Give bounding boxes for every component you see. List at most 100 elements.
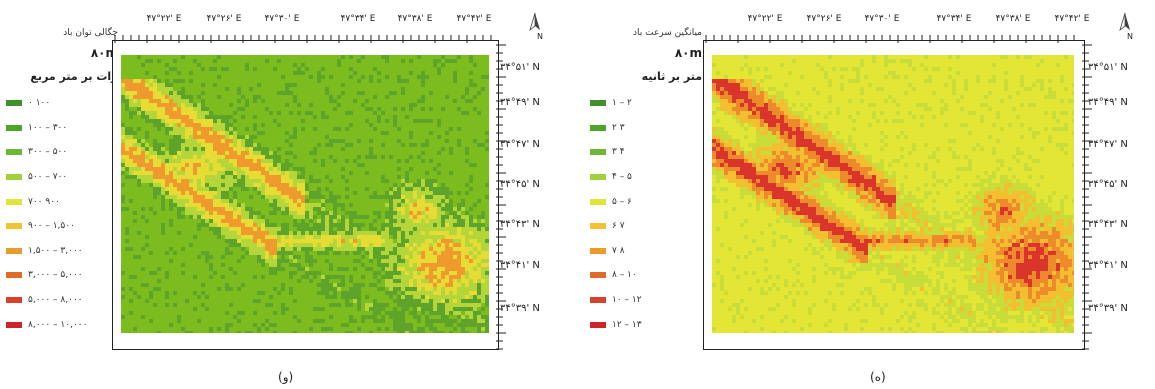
north-label: N [537,32,543,41]
legend-height: ۸۰m [90,46,118,60]
legend-label: ۷۰۰ ۹۰۰ [28,196,60,207]
legend-swatch [590,247,606,254]
legend-swatch [590,297,606,304]
longitude-label: ۴۷°۲۶' E [806,14,842,24]
legend-label: ۰ ۱۰۰ [28,98,51,109]
legend-swatch [6,247,22,254]
wind-power-raster-map [121,55,489,333]
latitude-label: ۳۴°۴۵' N [1088,179,1128,190]
panel-wind-power-density: چگالی توان باد ۸۰m وات بر متر مربع ۰ ۱۰۰… [6,12,543,384]
latitude-label: ۳۴°۵۱' N [1088,62,1128,73]
legend-item: ۸ – ۱۰ [590,263,702,288]
legend-label: ۲ ۳ [612,122,625,133]
north-label: N [1127,32,1133,41]
legend-label: ۳ ۴ [612,147,625,158]
legend-item: ۷ ۸ [590,239,702,264]
legend-label: ۱ – ۲ [612,98,632,109]
latitude-label: ۳۴°۴۱' N [500,260,540,271]
legend-label: ۳,۰۰۰ – ۵,۰۰۰ [28,270,83,281]
legend-item: ۹۰۰ – ۱,۵۰۰ [6,214,118,239]
legend-label: ۷ ۸ [612,245,625,256]
legend-swatch [590,100,606,107]
north-arrow-icon: N [528,12,543,41]
longitude-label: ۴۷°۳۸' E [397,14,433,24]
panel-mean-wind-speed: میانگین سرعت باد ۸۰m متر بر ثانیه ۱ – ۲ ۲… [580,0,1155,389]
legend-swatch [6,321,22,328]
legend-unit: وات بر متر مربع [30,70,118,83]
longitude-label: ۴۷°۳۴' E [340,14,376,24]
legend-swatch [590,174,606,181]
legend-label: ۵,۰۰۰ – ۸,۰۰۰ [28,295,83,306]
latitude-label: ۳۴°۴۳' N [500,219,540,230]
latitude-label: ۳۴°۴۷' N [1088,139,1128,150]
legend-item: ۵,۰۰۰ – ۸,۰۰۰ [6,288,118,313]
legend-item: ۴ – ۵ [590,165,702,190]
legend-swatch [6,124,22,131]
legend-label: ۱۰ – ۱۲ [612,295,642,306]
legend-unit: متر بر ثانیه [641,70,702,83]
legend-swatch [590,321,606,328]
legend-swatch [590,272,606,279]
legend-items: ۱ – ۲ ۲ ۳ ۳ ۴ ۴ – ۵ ۵ – ۶ ۶ ۷ ۷ ۸ ۸ – ۱۰ ۱۰ – ۱۲… [590,91,702,337]
legend-item: ۵۰۰ – ۷۰۰ [6,165,118,190]
legend-item: ۲ ۳ [590,116,702,141]
legend-swatch [6,297,22,304]
legend-swatch [6,149,22,156]
legend-label: ۳۰۰ – ۵۰۰ [28,147,68,158]
legend-swatch [6,198,22,205]
legend-label: ۸ – ۱۰ [612,270,637,281]
latitude-label: ۳۴°۳۹' N [1088,303,1128,314]
legend-item: ۱,۵۰۰ – ۳,۰۰۰ [6,239,118,264]
legend-label: ۹۰۰ – ۱,۵۰۰ [28,221,75,232]
legend-swatch [6,272,22,279]
longitude-label: ۴۷°۴۲' E [1054,14,1090,24]
legend-item: ۵ – ۶ [590,189,702,214]
latitude-label: ۳۴°۵۱' N [500,62,540,73]
longitude-label: ۴۷°۴۲' E [456,14,492,24]
panel-caption: (و) [278,370,294,384]
legend: چگالی توان باد ۸۰m وات بر متر مربع ۰ ۱۰۰… [6,28,118,337]
legend-swatch [6,174,22,181]
panel-caption: (ه) [870,370,886,384]
legend-swatch [590,124,606,131]
legend-item: ۱۰۰ – ۳۰۰ [6,116,118,141]
legend: میانگین سرعت باد ۸۰m متر بر ثانیه ۱ – ۲ ۲… [590,28,702,337]
latitude-label: ۳۴°۴۹' N [1088,97,1128,108]
legend-swatch [6,223,22,230]
map-frame [112,35,506,350]
latitude-label: ۳۴°۳۹' N [500,303,540,314]
latitude-label: ۳۴°۴۷' N [500,139,540,150]
legend-label: ۱۰۰ – ۳۰۰ [28,122,68,133]
latitude-label: ۳۴°۴۱' N [1088,260,1128,271]
map-neatline-ticks [114,35,506,350]
legend-items: ۰ ۱۰۰ ۱۰۰ – ۳۰۰ ۳۰۰ – ۵۰۰ ۵۰۰ – ۷۰۰ ۷۰۰ ۹۰۰ ۹… [6,91,118,337]
longitude-label: ۴۷°۲۲' E [747,14,783,24]
north-arrow-glyph [1119,12,1130,32]
legend-label: ۱۲ – ۱۳ [612,319,642,330]
latitude-label: ۳۴°۴۵' N [500,179,540,190]
legend-title: چگالی توان باد [63,28,118,38]
legend-item: ۳,۰۰۰ – ۵,۰۰۰ [6,263,118,288]
legend-swatch [590,223,606,230]
legend-item: ۸,۰۰۰ – ۱۰,۰۰۰ [6,312,118,337]
north-arrow-icon: N [1118,12,1133,41]
legend-item: ۱ – ۲ [590,91,702,116]
legend-item: ۱۲ – ۱۳ [590,312,702,337]
legend-swatch [590,149,606,156]
legend-item: ۰ ۱۰۰ [6,91,118,116]
map-frame [703,35,1092,350]
legend-label: ۵۰۰ – ۷۰۰ [28,172,68,183]
legend-item: ۶ ۷ [590,214,702,239]
longitude-label: ۴۷°۳۴' E [936,14,972,24]
legend-swatch [590,198,606,205]
legend-label: ۴ – ۵ [612,172,632,183]
longitude-label: ۴۷°۳۰' E [264,14,300,24]
longitude-label: ۴۷°۳۰' E [864,14,900,24]
latitude-label: ۳۴°۴۹' N [500,97,540,108]
legend-label: ۶ ۷ [612,221,625,232]
longitude-label: ۴۷°۲۶' E [206,14,242,24]
longitude-label: ۴۷°۲۲' E [146,14,182,24]
legend-title: میانگین سرعت باد [632,28,702,38]
legend-label: ۸,۰۰۰ – ۱۰,۰۰۰ [28,319,88,330]
legend-height: ۸۰m [674,46,702,60]
